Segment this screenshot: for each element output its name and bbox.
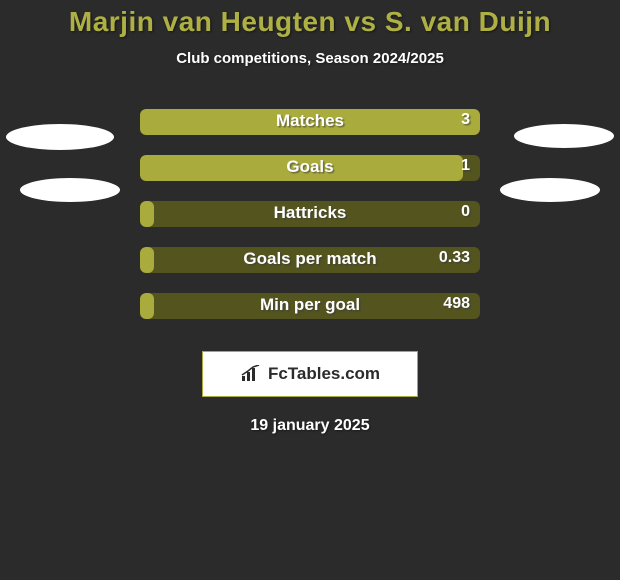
brand-badge: FcTables.com <box>202 351 418 397</box>
bar-fill <box>140 293 154 319</box>
bar-fill <box>140 155 463 181</box>
bar-track <box>140 155 480 181</box>
bar-fill <box>140 201 154 227</box>
stat-row: Hattricks 0 <box>0 201 620 247</box>
stat-row: Matches 3 <box>0 109 620 155</box>
bar-track <box>140 201 480 227</box>
stat-bar-hattricks: Hattricks 0 <box>140 201 480 227</box>
bar-fill <box>140 247 154 273</box>
comparison-infographic: Marjin van Heugten vs S. van Duijn Club … <box>0 0 620 580</box>
stat-row: Goals 1 <box>0 155 620 201</box>
bar-track <box>140 247 480 273</box>
bar-chart-icon <box>240 365 262 383</box>
stat-bar-goals-per-match: Goals per match 0.33 <box>140 247 480 273</box>
page-title: Marjin van Heugten vs S. van Duijn <box>0 0 620 38</box>
stats-bars: Matches 3 Goals 1 Hattricks 0 <box>0 109 620 339</box>
stat-row: Min per goal 498 <box>0 293 620 339</box>
stat-bar-goals: Goals 1 <box>140 155 480 181</box>
bar-track <box>140 109 480 135</box>
stat-bar-min-per-goal: Min per goal 498 <box>140 293 480 319</box>
bar-track <box>140 293 480 319</box>
stat-bar-matches: Matches 3 <box>140 109 480 135</box>
stat-row: Goals per match 0.33 <box>0 247 620 293</box>
subtitle: Club competitions, Season 2024/2025 <box>0 50 620 67</box>
bar-fill <box>140 109 480 135</box>
brand-text: FcTables.com <box>268 364 380 384</box>
date-text: 19 january 2025 <box>0 417 620 435</box>
